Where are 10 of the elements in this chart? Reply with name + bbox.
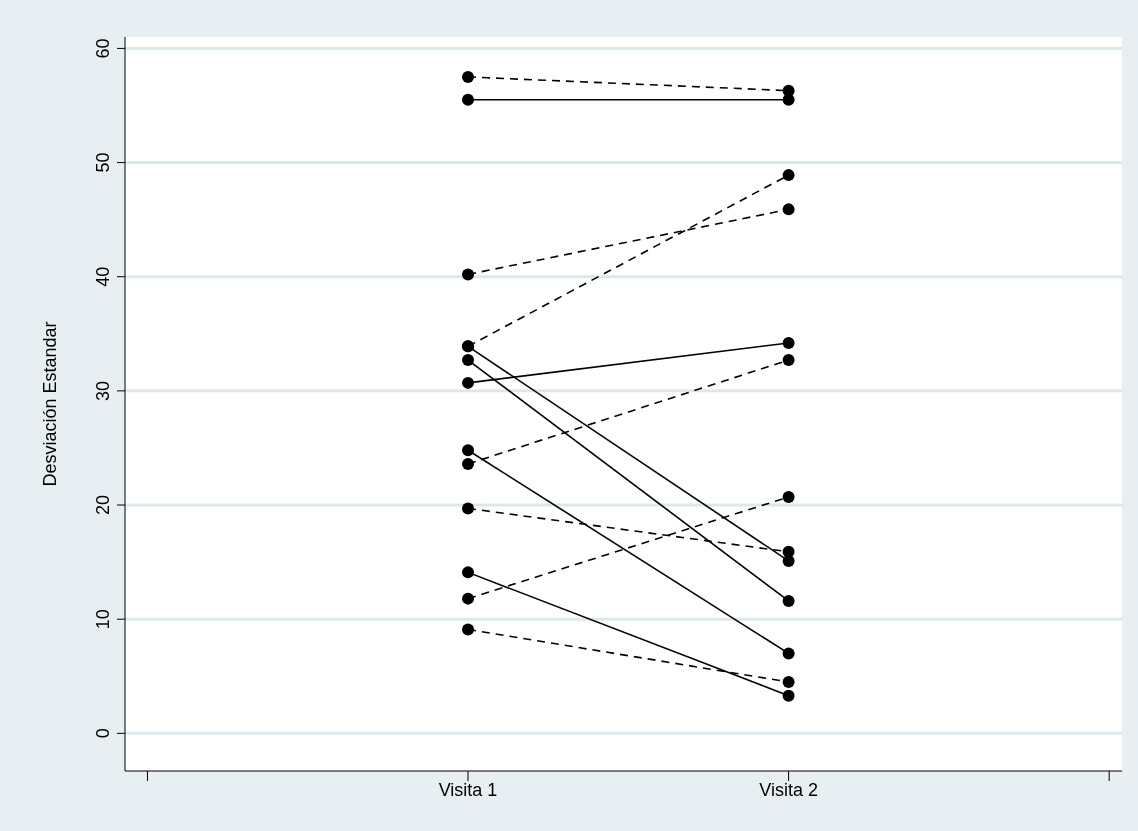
y-tick-label: 30 [93,380,113,401]
y-axis-title: Desviación Estandar [40,321,61,487]
y-tick-label: 10 [93,609,113,630]
y-tick-label: 40 [93,266,113,287]
y-tick-label: 60 [93,38,113,59]
y-tick-label: 50 [93,152,113,173]
x-tick-label: Visita 2 [759,779,818,800]
x-tick-label: Visita 1 [438,779,498,800]
y-tick-label: 0 [93,728,113,739]
y-tick-label: 20 [93,495,113,516]
